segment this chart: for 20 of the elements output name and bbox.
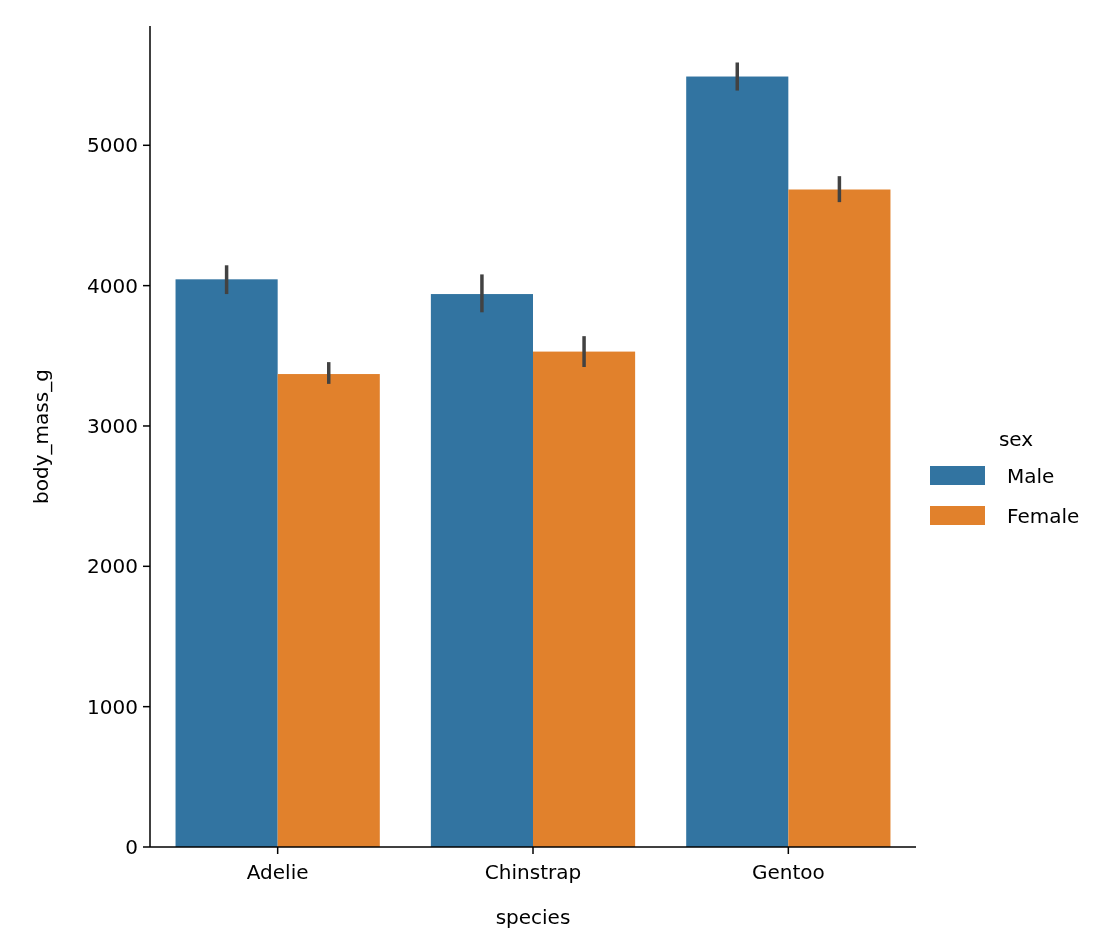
y-axis-title: body_mass_g	[29, 369, 53, 504]
y-tick-label: 0	[125, 835, 138, 859]
bar	[788, 189, 891, 847]
x-axis-title: species	[495, 905, 571, 929]
y-tick-label: 3000	[87, 413, 138, 438]
bar	[430, 294, 533, 847]
legend-label: Male	[1007, 464, 1055, 488]
bar	[175, 279, 278, 847]
legend-label: Female	[1007, 504, 1080, 528]
legend-title: sex	[998, 427, 1034, 451]
bar	[686, 76, 789, 847]
y-tick-label: 2000	[87, 554, 138, 579]
y-tick-label: 4000	[87, 273, 138, 298]
x-tick-label: Chinstrap	[484, 860, 582, 884]
bar	[533, 351, 636, 847]
x-tick-label: Adelie	[246, 860, 309, 884]
y-tick-label: 1000	[87, 694, 138, 719]
bar	[277, 374, 380, 847]
y-tick-label: 5000	[87, 133, 138, 158]
x-tick-label: Gentoo	[751, 860, 825, 884]
